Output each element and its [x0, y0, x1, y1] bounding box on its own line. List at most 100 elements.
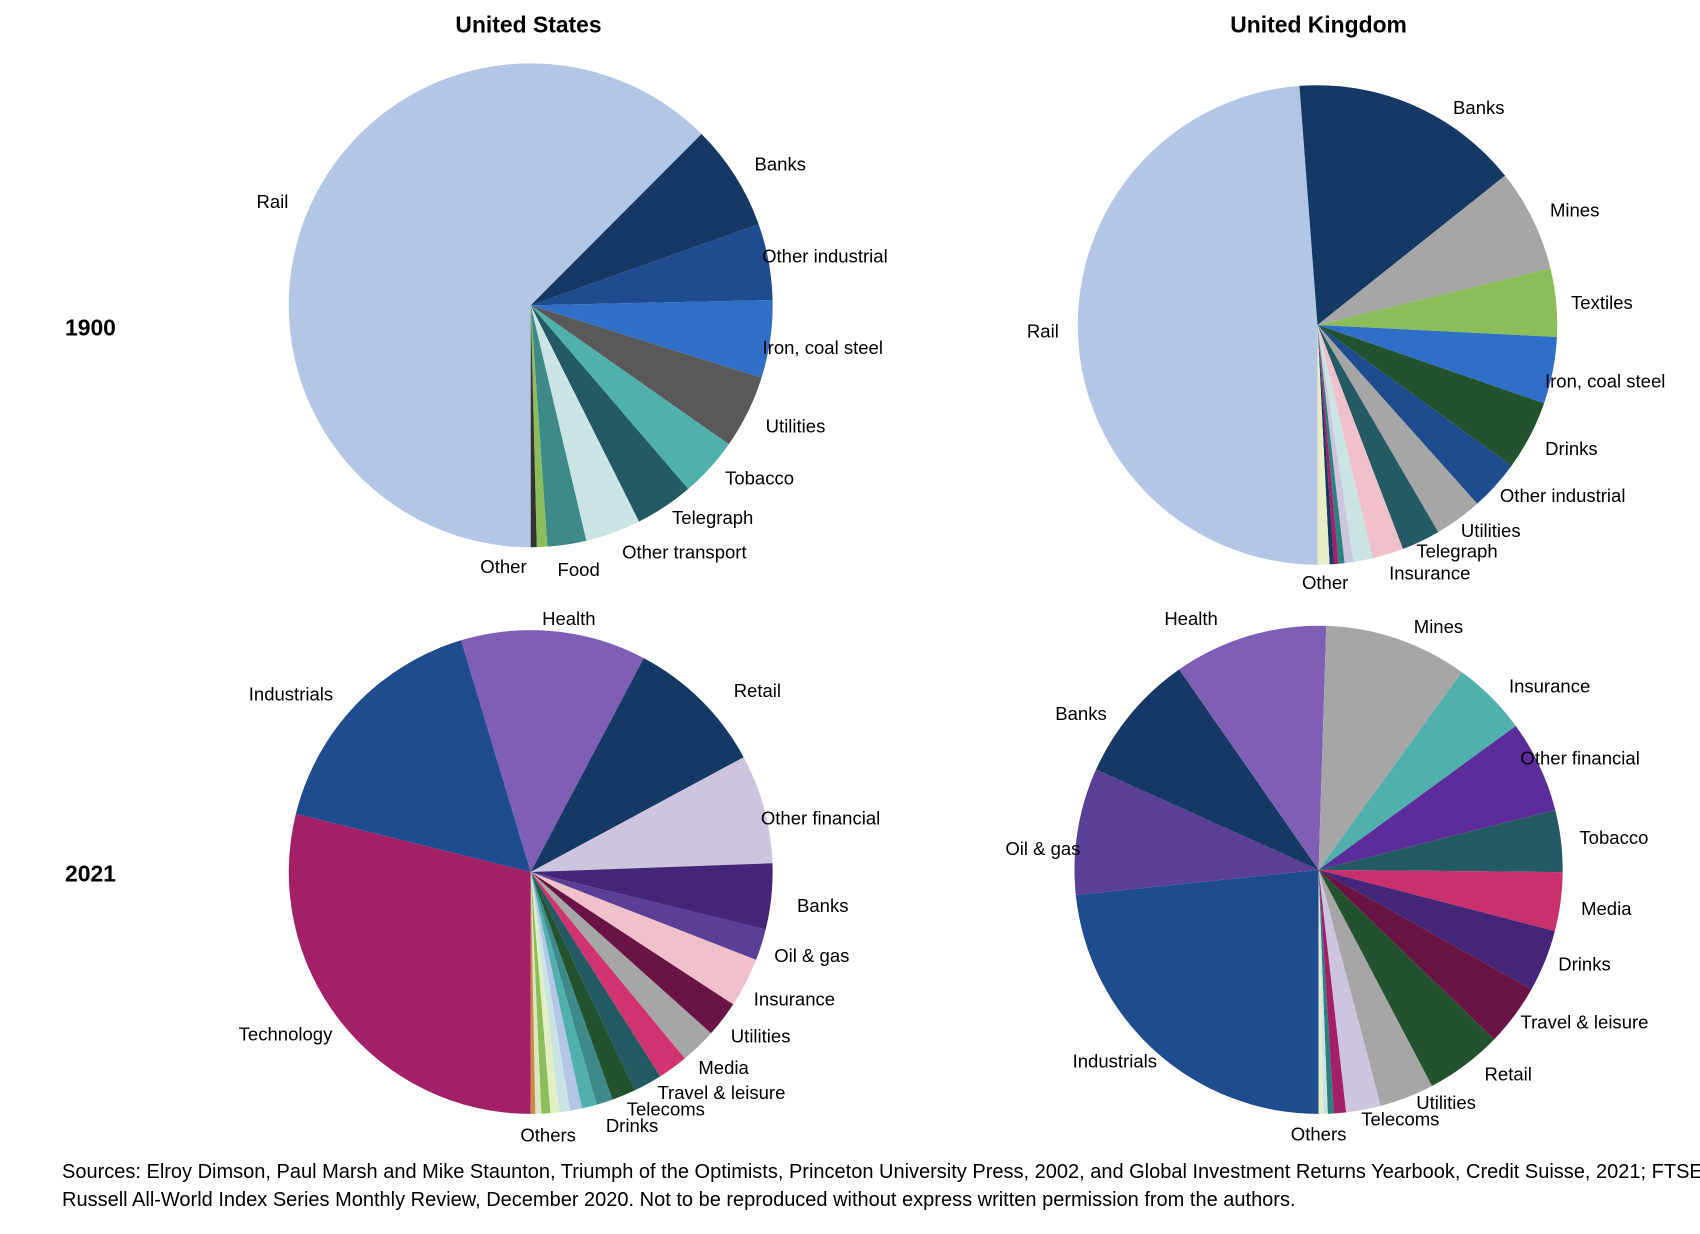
pie-slice — [530, 658, 744, 872]
slice-label: Travel & leisure — [1521, 1011, 1649, 1032]
column-title: United Kingdom — [1230, 11, 1407, 37]
slice-label: Industrials — [1073, 1051, 1157, 1072]
slice-label: Textiles — [1571, 292, 1633, 313]
slice-label: Iron, coal steel — [763, 337, 883, 358]
slice-label: Retail — [1485, 1064, 1532, 1085]
slice-label: Insurance — [1509, 676, 1590, 697]
slice-label: Banks — [1453, 97, 1504, 118]
pie-slice — [530, 300, 773, 378]
pie-slice — [530, 305, 548, 548]
slice-label: Telegraph — [1416, 541, 1497, 562]
pie-slice — [1317, 324, 1478, 533]
slice-label: Retail — [734, 680, 781, 701]
pie-slice — [1317, 268, 1558, 337]
slice-label: Industrials — [249, 683, 333, 704]
pie-slice — [1318, 725, 1556, 870]
column-title: United States — [455, 11, 601, 37]
pie-slice — [1318, 625, 1462, 870]
pie-slice — [1318, 869, 1328, 1114]
slice-label: Others — [520, 1125, 576, 1146]
pie-slice — [1317, 324, 1345, 564]
pie-slice — [530, 872, 734, 1034]
pie-slice — [1179, 625, 1327, 870]
pie-slice — [1317, 324, 1339, 565]
pie-slice — [530, 872, 712, 1059]
slice-label: Travel & leisure — [657, 1082, 785, 1103]
slice-label: Drinks — [1545, 438, 1597, 459]
pie-slice — [1317, 324, 1512, 504]
slice-label: Utilities — [1461, 520, 1521, 541]
slice-label: Other financial — [761, 808, 880, 829]
pie-slice — [1318, 809, 1563, 873]
pie-slice — [1317, 324, 1335, 565]
pie-slice — [530, 133, 759, 306]
pie-slice — [1318, 869, 1334, 1114]
pie-slice — [1317, 324, 1354, 564]
pie-slice — [530, 872, 536, 1114]
pie-slice — [288, 813, 531, 1114]
pie-slice — [1096, 669, 1319, 870]
pie-slice — [1318, 869, 1495, 1087]
pie-slice — [530, 305, 689, 522]
footnote: Sources: Elroy Dimson, Paul Marsh and Mi… — [62, 1161, 1700, 1211]
slice-label: Tobacco — [725, 468, 794, 489]
slice-label: Rail — [1027, 320, 1059, 341]
slice-label: Insurance — [1389, 562, 1470, 583]
slice-label: Banks — [1055, 703, 1106, 724]
slice-label: Health — [1164, 608, 1218, 629]
pie-slice — [1317, 175, 1551, 325]
slice-label: Iron, coal steel — [1545, 371, 1665, 392]
slice-label: Drinks — [606, 1115, 658, 1136]
pie-slice — [530, 863, 773, 930]
pie-slice — [530, 872, 551, 1114]
slice-label: Telecoms — [1361, 1108, 1439, 1129]
slice-label: Telecoms — [627, 1099, 705, 1120]
pie-slice — [530, 872, 571, 1113]
pie-slice — [530, 872, 542, 1114]
pie-slice — [1318, 869, 1532, 1040]
slice-label: Rail — [256, 191, 288, 212]
row-label: 1900 — [65, 314, 116, 340]
pie-slice — [1318, 869, 1324, 1114]
slice-label: Food — [558, 559, 600, 580]
pie-slice — [530, 305, 587, 547]
slice-label: Telegraph — [672, 507, 753, 528]
pie-slice — [461, 630, 644, 872]
pie-slice — [295, 640, 531, 872]
slice-label: Other — [1302, 572, 1348, 593]
slice-label: Oil & gas — [1005, 838, 1080, 859]
pie-slice — [1317, 324, 1373, 562]
slice-label: Other — [480, 556, 526, 577]
pie-slice — [1318, 869, 1563, 932]
pie-slice — [288, 63, 702, 548]
slice-label: Mines — [1550, 200, 1599, 221]
slice-label: Other industrial — [762, 245, 888, 266]
slice-label: Oil & gas — [774, 945, 849, 966]
pie-slice — [530, 872, 757, 1005]
pie-slice — [530, 872, 635, 1100]
slice-label: Other financial — [1520, 748, 1639, 769]
pie-slice — [530, 305, 762, 445]
pie-slice — [530, 872, 661, 1091]
pie-slice — [530, 757, 773, 872]
pie-slice — [530, 872, 597, 1109]
slice-label: Health — [542, 608, 596, 629]
pie-slice — [1317, 324, 1330, 565]
pie-slice — [1317, 324, 1403, 559]
row-label: 2021 — [65, 860, 116, 886]
slice-label: Technology — [239, 1023, 333, 1044]
pie-slice — [1318, 869, 1381, 1113]
pie-slice — [530, 872, 613, 1105]
pie-slice — [1074, 769, 1319, 896]
slice-label: Mines — [1414, 616, 1463, 637]
pie-slice — [530, 872, 766, 960]
slice-label: Media — [698, 1057, 749, 1078]
slice-label: Other transport — [622, 542, 747, 563]
slice-label: Other industrial — [1500, 485, 1626, 506]
pie-slice — [1317, 324, 1545, 466]
pie-slice — [1318, 869, 1555, 990]
slice-label: Utilities — [731, 1026, 791, 1047]
pie-slice — [1318, 672, 1516, 870]
slice-label: Others — [1291, 1124, 1347, 1145]
pie-slice — [530, 872, 685, 1077]
